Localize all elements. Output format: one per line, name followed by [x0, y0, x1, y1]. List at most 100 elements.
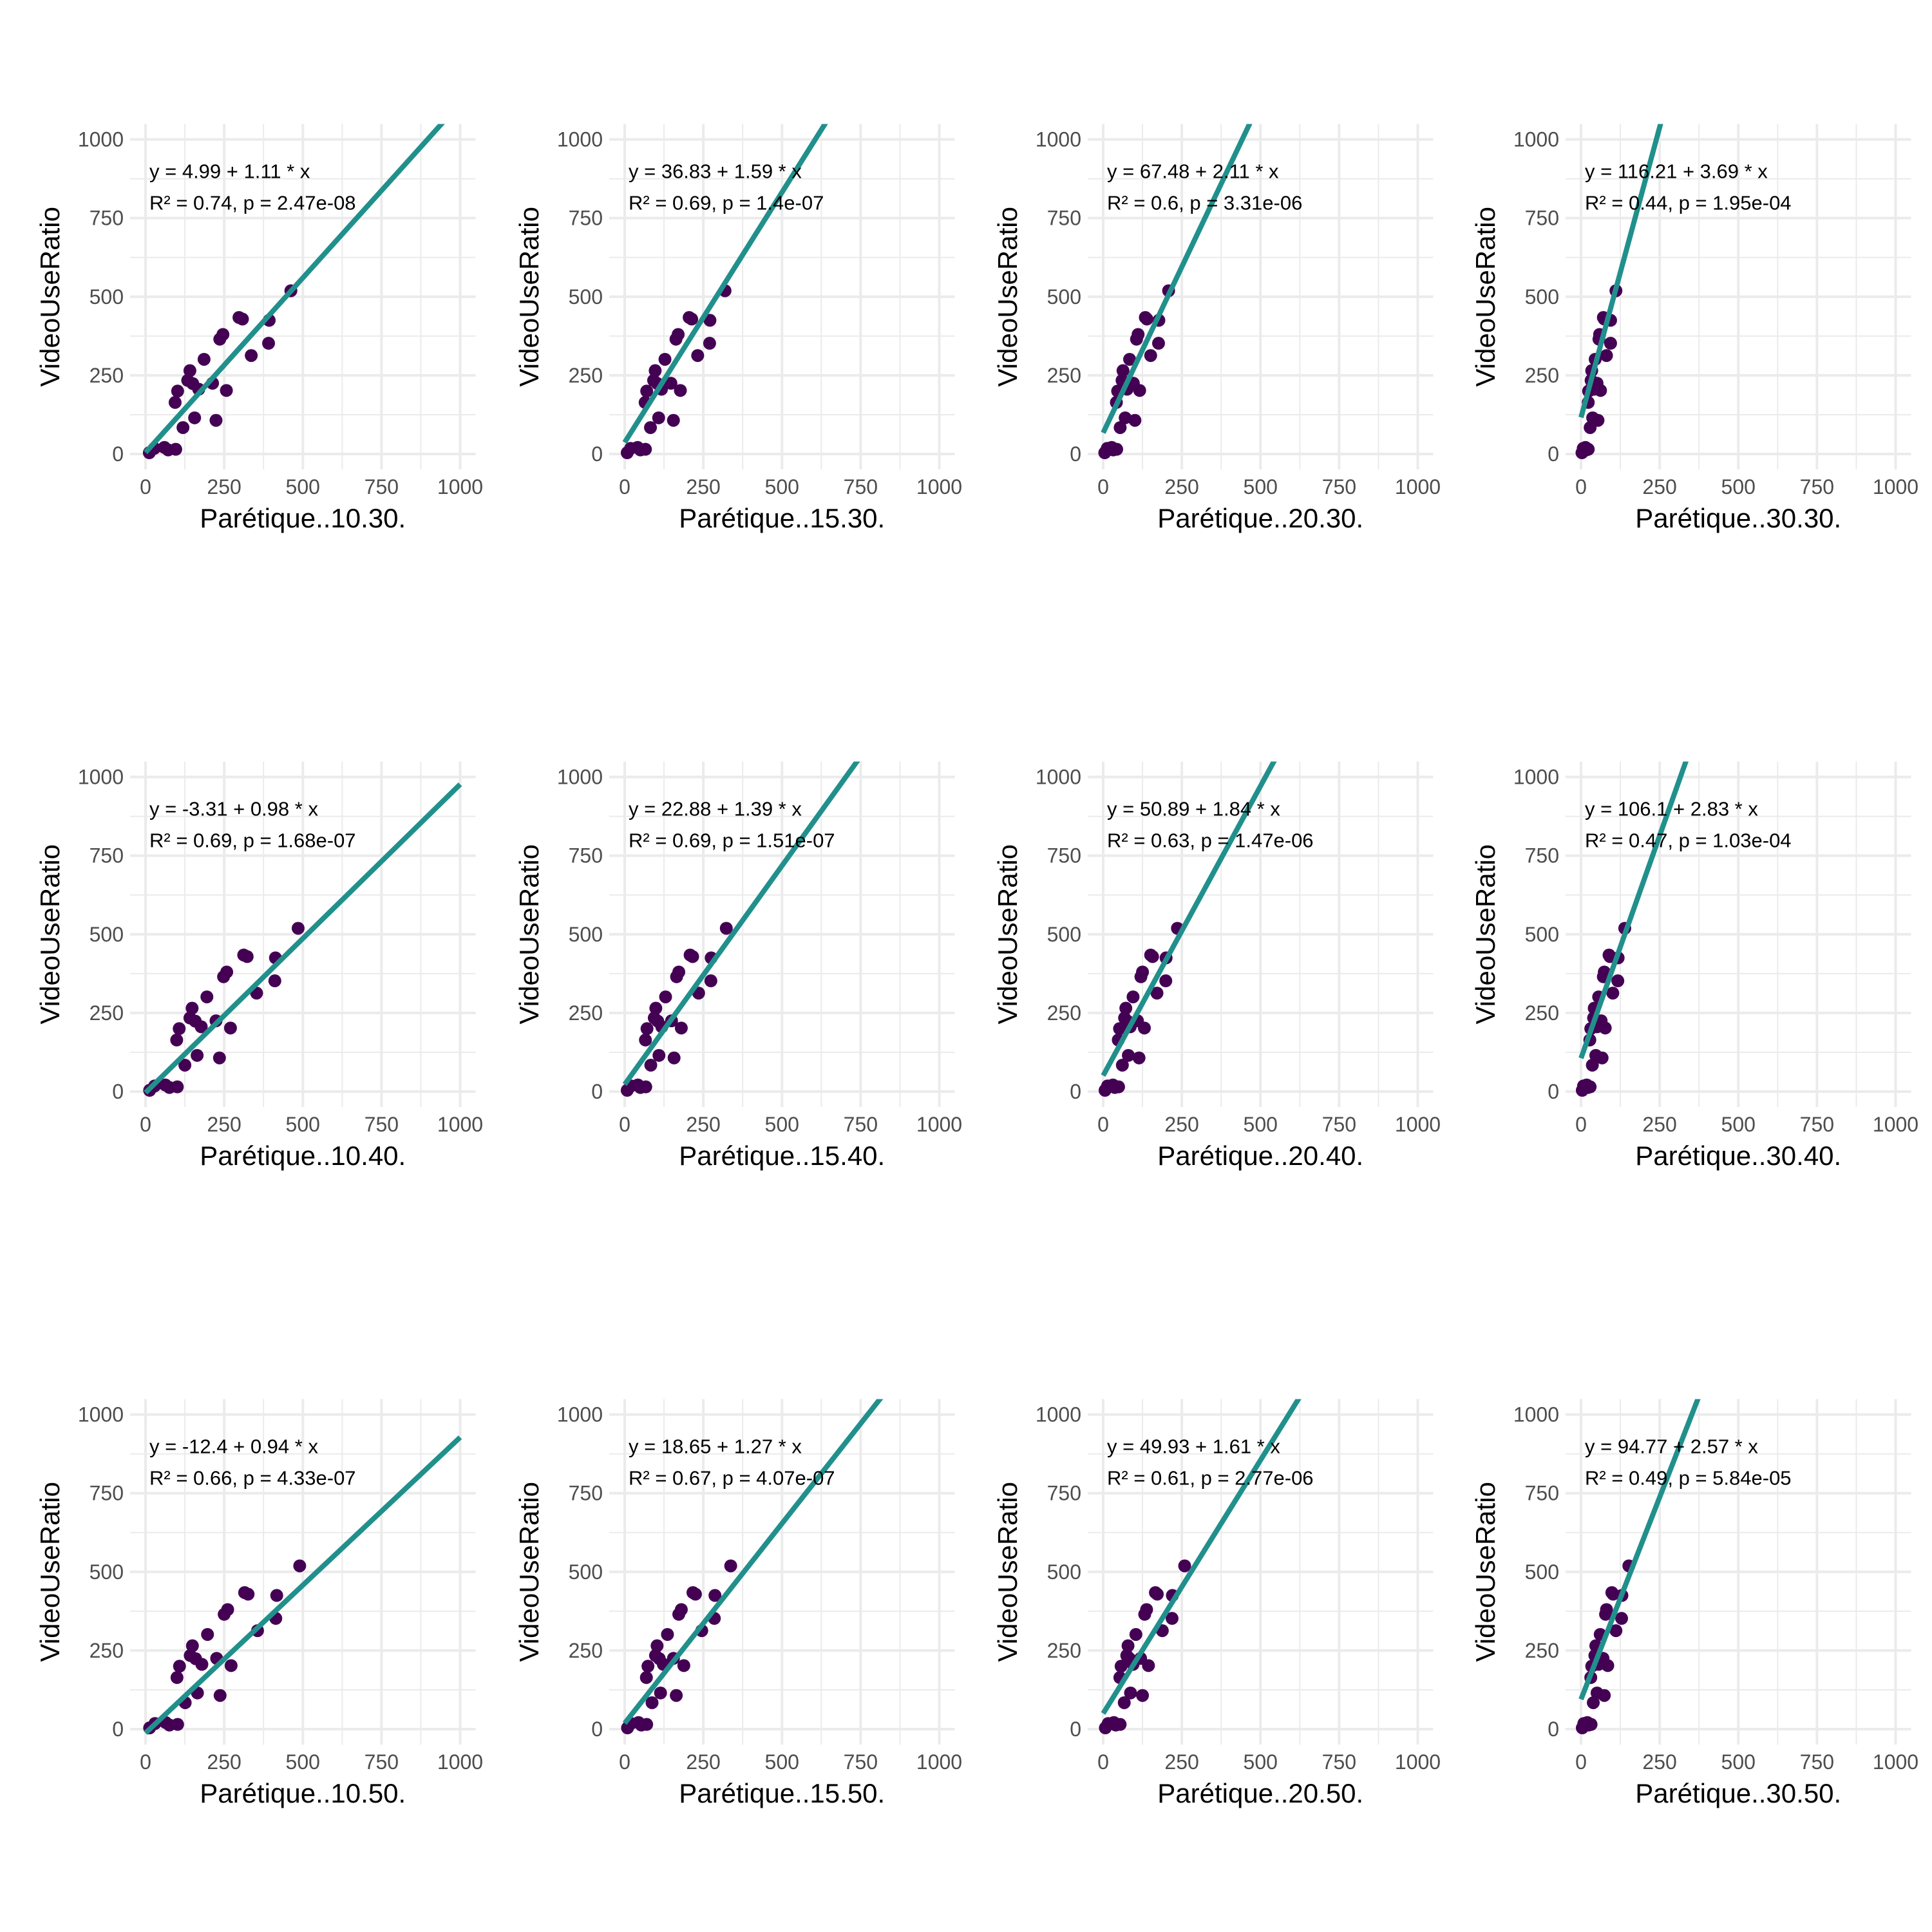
- x-tick-label: 250: [686, 1113, 720, 1136]
- data-point: [1601, 1659, 1615, 1672]
- regression-annotation: y = 106.1 + 2.83 * x: [1585, 798, 1758, 820]
- data-point: [674, 384, 687, 397]
- data-point: [183, 364, 196, 377]
- regression-annotation: R² = 0.69, p = 1.51e-07: [629, 829, 835, 852]
- data-point: [170, 1671, 184, 1684]
- y-tick-label: 500: [90, 1560, 124, 1584]
- data-point: [1609, 1624, 1623, 1638]
- y-tick-label: 1000: [557, 128, 603, 151]
- data-point: [220, 965, 234, 979]
- data-point: [220, 384, 233, 397]
- data-point: [1600, 1603, 1613, 1616]
- regression-line: [1101, 761, 1277, 1077]
- x-tick-label: 750: [1800, 1750, 1834, 1774]
- data-point: [1116, 364, 1130, 377]
- y-axis-title: VideoUseRatio: [992, 207, 1023, 386]
- x-tick-label: 0: [619, 1750, 630, 1774]
- x-axis-title: Parétique..20.40.: [1157, 1141, 1363, 1171]
- data-point: [1598, 965, 1611, 979]
- regression-annotation: y = 49.93 + 1.61 * x: [1107, 1435, 1280, 1458]
- y-tick-label: 500: [1047, 1560, 1081, 1584]
- x-tick-label: 500: [286, 1750, 320, 1774]
- regression-annotation: R² = 0.44, p = 1.95e-04: [1585, 192, 1792, 214]
- data-point: [1144, 349, 1157, 363]
- regression-line: [622, 124, 828, 444]
- y-axis-title: VideoUseRatio: [35, 207, 65, 386]
- y-tick-label: 750: [90, 844, 124, 867]
- data-point: [685, 312, 699, 326]
- y-tick-label: 750: [1525, 844, 1559, 867]
- data-point: [168, 395, 182, 409]
- x-tick-label: 500: [765, 475, 799, 498]
- data-point: [245, 349, 258, 363]
- y-tick-label: 250: [569, 364, 603, 387]
- data-point: [672, 965, 686, 979]
- x-tick-label: 1000: [437, 1113, 483, 1136]
- regression-annotation: R² = 0.74, p = 2.47e-08: [149, 192, 356, 214]
- data-point: [661, 1627, 674, 1641]
- x-tick-label: 500: [1244, 475, 1278, 498]
- x-axis-title: Parétique..10.50.: [200, 1778, 406, 1808]
- data-point: [262, 337, 276, 350]
- x-tick-label: 750: [1800, 475, 1834, 498]
- data-point: [674, 1603, 688, 1616]
- x-axis-title: Parétique..20.50.: [1157, 1778, 1363, 1808]
- x-tick-label: 0: [140, 1113, 151, 1136]
- regression-annotation: y = -12.4 + 0.94 * x: [149, 1435, 318, 1458]
- x-tick-label: 250: [1642, 475, 1676, 498]
- data-point: [195, 1658, 209, 1671]
- y-tick-label: 0: [112, 1718, 124, 1741]
- x-tick-label: 750: [365, 475, 399, 498]
- y-tick-label: 250: [1047, 1639, 1081, 1662]
- data-point: [1114, 1660, 1128, 1673]
- data-point: [173, 1022, 186, 1036]
- y-tick-label: 250: [569, 1001, 603, 1025]
- data-point: [200, 990, 214, 1003]
- data-point: [240, 950, 254, 963]
- y-tick-label: 750: [569, 844, 603, 867]
- y-tick-label: 500: [1525, 1560, 1559, 1584]
- data-point: [1598, 1021, 1612, 1035]
- regression-line: [1101, 124, 1253, 434]
- y-tick-label: 500: [1047, 923, 1081, 946]
- data-point: [719, 922, 733, 935]
- data-point: [1611, 974, 1625, 988]
- data-point: [667, 413, 680, 427]
- panel-par-tique-30-50: 0 250 500 750 1000 0 250 500 750 1000 y = 94.77 + …: [1470, 1399, 1918, 1808]
- data-point: [639, 1671, 653, 1684]
- y-axis-title: VideoUseRatio: [1470, 844, 1501, 1024]
- regression-annotation: y = 67.48 + 2.11 * x: [1107, 160, 1279, 183]
- data-point: [1615, 1612, 1629, 1625]
- y-tick-label: 500: [569, 923, 603, 946]
- y-tick-label: 250: [569, 1639, 603, 1662]
- regression-annotation: R² = 0.66, p = 4.33e-07: [149, 1467, 356, 1490]
- y-axis-title: VideoUseRatio: [1470, 207, 1501, 386]
- data-point: [1582, 442, 1595, 456]
- data-point: [677, 1659, 690, 1672]
- x-tick-label: 250: [1642, 1113, 1676, 1136]
- data-point: [171, 1080, 184, 1094]
- data-point: [641, 1660, 655, 1673]
- x-tick-label: 750: [1322, 1113, 1356, 1136]
- y-tick-label: 500: [1047, 285, 1081, 308]
- regression-annotation: y = 50.89 + 1.84 * x: [1107, 798, 1280, 820]
- data-point: [1137, 1021, 1151, 1035]
- data-point: [1129, 1627, 1142, 1641]
- data-point: [221, 1603, 234, 1616]
- x-tick-label: 750: [1322, 1750, 1356, 1774]
- regression-annotation: y = -3.31 + 0.98 * x: [149, 798, 318, 820]
- data-point: [1591, 413, 1605, 427]
- data-point: [1159, 974, 1173, 988]
- data-point: [639, 1033, 652, 1046]
- data-point: [1150, 987, 1164, 1000]
- panel-par-tique-10-50: 0 250 500 750 1000 0 250 500 750 1000 y = -12.4 + …: [35, 1399, 483, 1808]
- data-point: [1122, 1048, 1135, 1062]
- x-axis-title: Parétique..15.30.: [679, 503, 885, 533]
- data-point: [667, 1051, 681, 1065]
- regression-line: [1578, 1399, 1701, 1701]
- x-tick-label: 500: [765, 1113, 799, 1136]
- data-point: [670, 1689, 683, 1702]
- panel-par-tique-15-40: 0 250 500 750 1000 0 250 500 750 1000 y = 22.88 + …: [514, 761, 962, 1171]
- y-tick-label: 1000: [78, 1403, 124, 1426]
